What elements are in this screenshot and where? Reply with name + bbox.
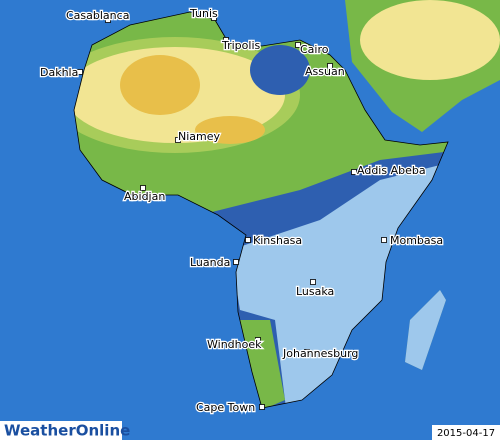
coastline [73,11,449,409]
city-marker [77,69,83,75]
city-marker [105,17,111,23]
city-marker [140,185,146,191]
city-marker [259,404,265,410]
zone-orange [120,55,200,115]
city-marker [245,237,251,243]
city-label: Niamey [178,130,221,143]
city-marker [304,349,310,355]
zone-orange [195,116,265,144]
city-label: Tripolis [221,39,261,52]
zone-green [238,320,285,408]
city-label: Cairo [300,43,329,56]
city-label: Johannesburg [282,347,358,360]
city-label: Luanda [190,256,230,269]
city-label: Addis Abeba [357,164,426,177]
logo-box [0,421,122,440]
city-label: Cape Town [196,401,255,414]
date: 2015-04-17 [437,428,495,439]
city-label: Kinshasa [253,234,302,247]
city-marker [223,37,229,43]
city-marker [295,42,301,48]
city-label: Windhoek [207,338,262,351]
city-label: Assuan [305,65,345,78]
city-marker [175,137,181,143]
city-label: Casablanca [66,9,129,22]
city-marker [233,259,239,265]
logo: WeatherOnline [4,422,130,440]
zone-yellow [360,0,500,80]
city-marker [381,237,387,243]
city-marker [327,63,333,69]
zone-darkblue [250,45,310,95]
city-marker [351,169,357,175]
city-label: Tunis [189,7,218,20]
city-label: Dakhla [40,66,78,79]
city-marker [255,337,261,343]
city-label: Abidjan [124,190,165,203]
city-label: Mombasa [390,234,443,247]
city-label: Lusaka [296,285,334,298]
date-box [432,425,500,440]
city-marker [310,279,316,285]
cities: Casablanca Tunis Tripolis Cairo Assuan Dakhla… [39,6,445,416]
city-marker [211,15,217,21]
